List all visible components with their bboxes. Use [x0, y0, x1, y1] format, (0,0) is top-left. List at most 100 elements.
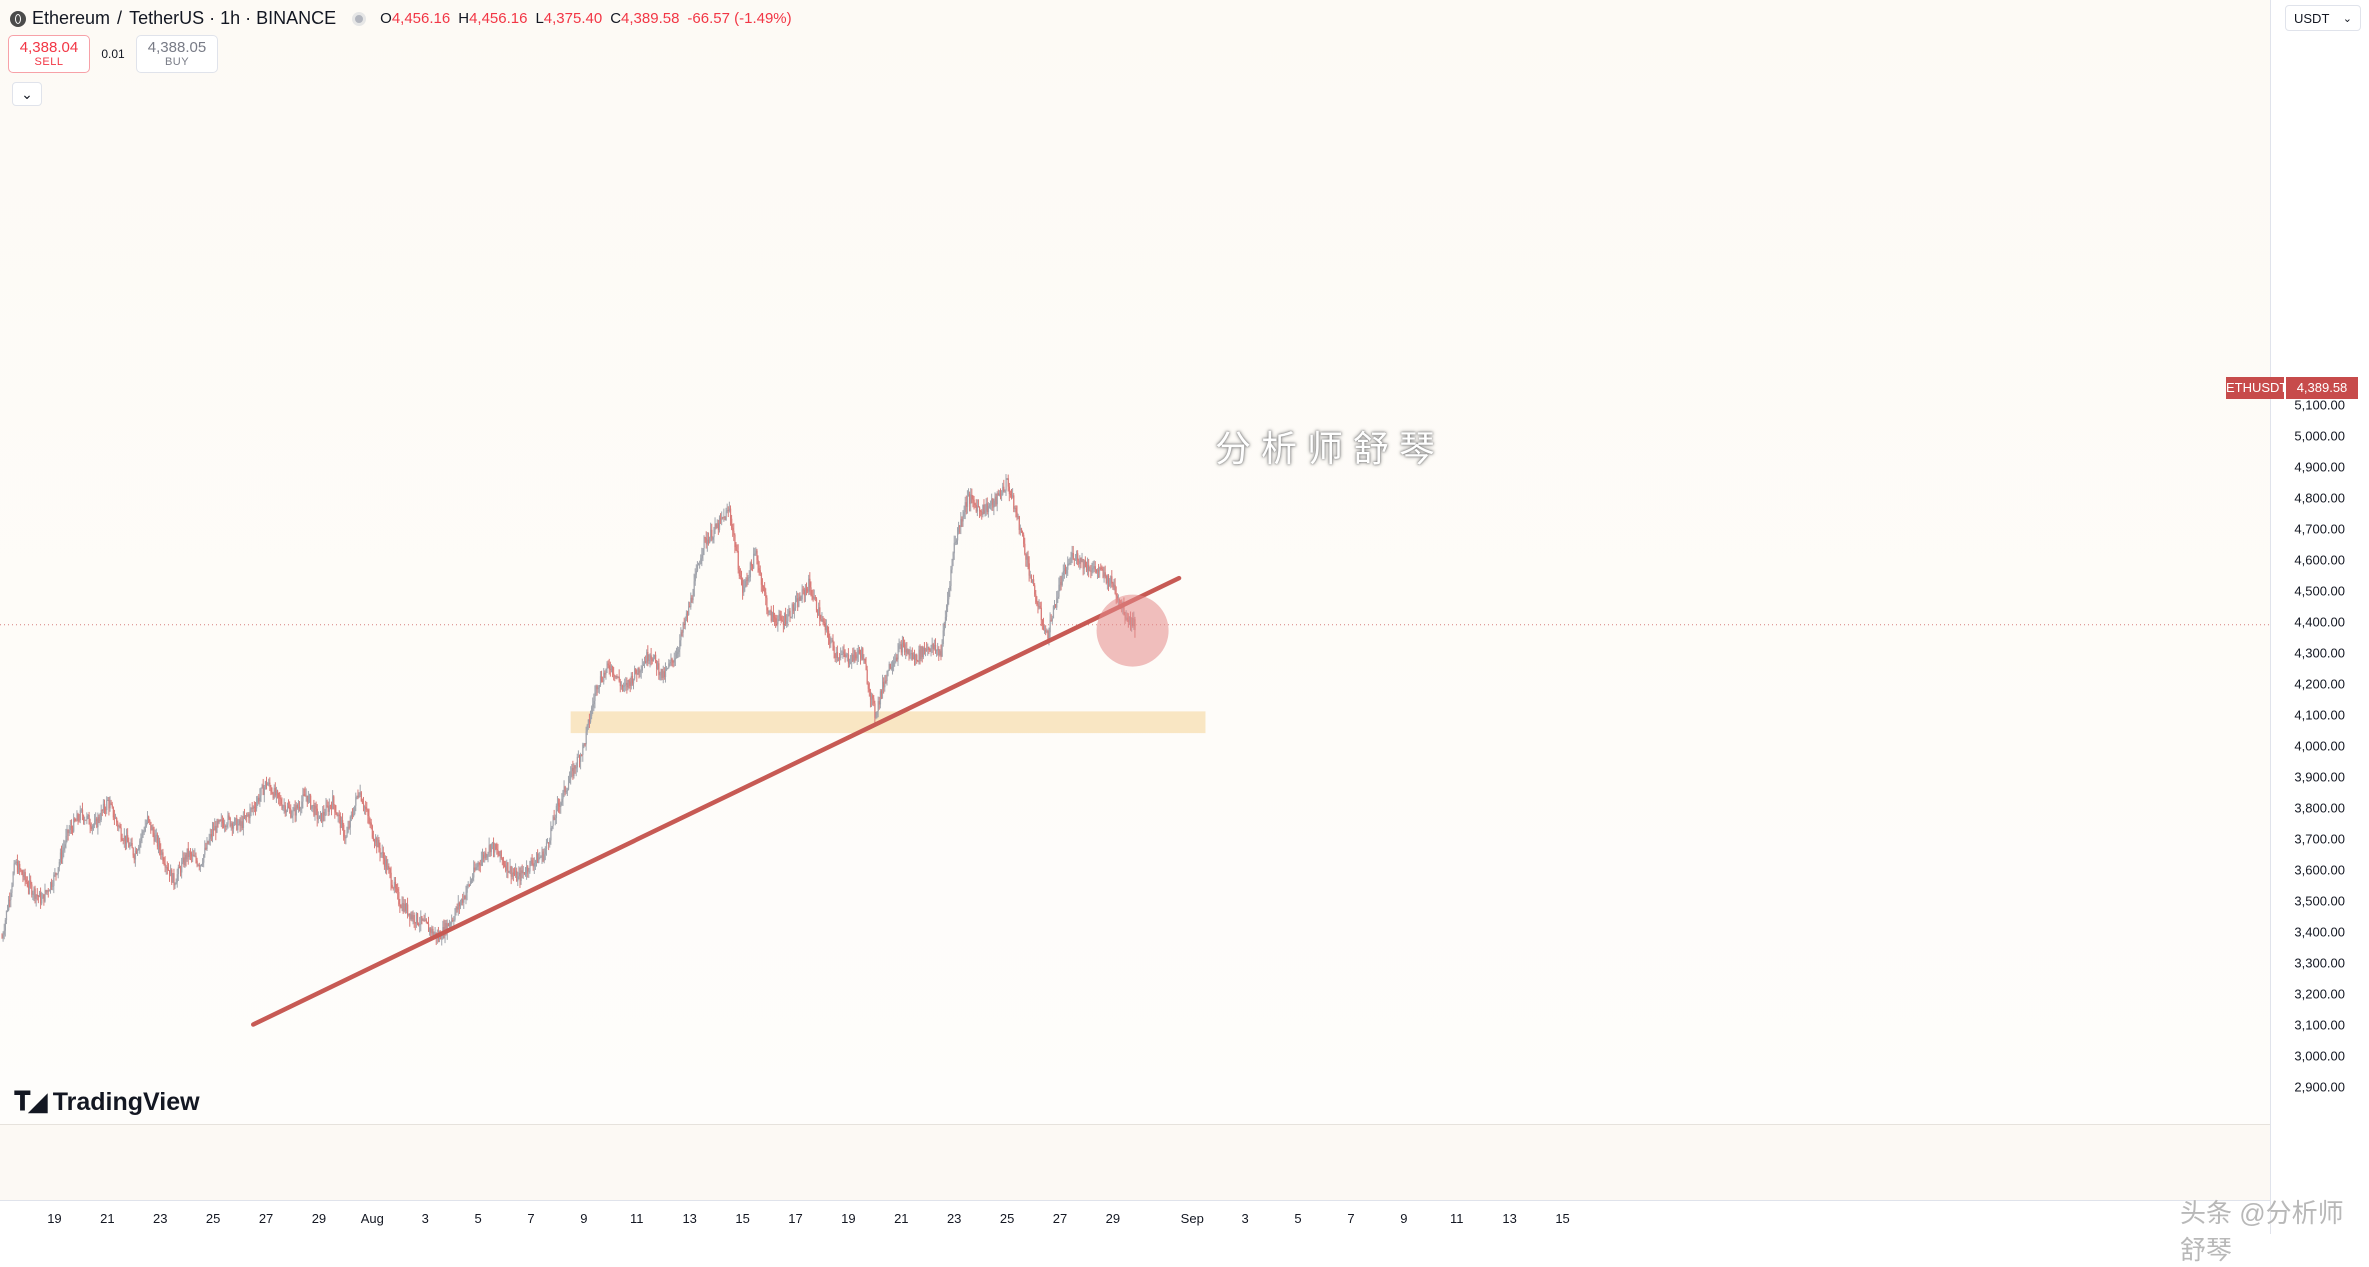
candle-body	[141, 831, 143, 838]
candle-body	[638, 667, 640, 673]
candle-body	[1069, 562, 1071, 564]
candle-body	[653, 654, 656, 658]
x-tick-label: Aug	[361, 1211, 384, 1226]
candle-body	[788, 610, 790, 615]
candle-body	[127, 835, 129, 843]
candle-body	[70, 826, 73, 829]
candle-body	[472, 877, 474, 881]
tradingview-logo-icon: 𝐓◢	[14, 1086, 48, 1116]
candle-body	[404, 903, 407, 912]
sell-button[interactable]: 4,388.04 SELL	[8, 35, 90, 73]
candle-body	[115, 817, 117, 819]
candle-body	[742, 580, 744, 593]
candle-body	[110, 803, 112, 805]
candle-body	[789, 610, 791, 618]
candle-body	[113, 817, 116, 819]
candle-body	[772, 612, 775, 618]
exchange-label[interactable]: BINANCE	[256, 8, 337, 28]
collapse-legend-button[interactable]: ⌄	[12, 82, 42, 106]
candle-body	[380, 853, 382, 855]
candle-body	[745, 580, 747, 581]
candle-body	[854, 650, 856, 656]
candle-body	[598, 685, 601, 688]
price-chart[interactable]: 2,900.00 3,000.00 3,100.00 3,200.00 3,300.00…	[0, 0, 2369, 1234]
candle-body	[145, 822, 148, 827]
candle-body	[610, 666, 613, 670]
candle-body	[247, 814, 249, 816]
candle-body	[1007, 478, 1009, 487]
candle-body	[81, 809, 84, 816]
candle-body	[945, 606, 948, 617]
candle-body	[10, 892, 12, 900]
candle-body	[1058, 584, 1060, 597]
candle-body	[952, 553, 954, 561]
candle-body	[385, 859, 387, 867]
candle-body	[873, 698, 875, 704]
candle-body	[573, 765, 575, 776]
candle-body	[938, 649, 940, 656]
candle-body	[143, 831, 145, 833]
candle-body	[203, 854, 205, 863]
candle-body	[4, 920, 7, 931]
x-tick-label: 25	[1000, 1211, 1014, 1226]
tradingview-branding[interactable]: 𝐓◢ TradingView	[14, 1086, 200, 1118]
y-tick-label: 3,200.00	[2294, 987, 2345, 1002]
candle-body	[192, 854, 194, 857]
candle-body	[401, 903, 403, 908]
candle-body	[206, 841, 208, 850]
candle-body	[511, 872, 513, 877]
buy-button[interactable]: 4,388.05 BUY	[136, 35, 218, 73]
candle-body	[239, 820, 241, 826]
candle-body	[16, 861, 19, 873]
candle-body	[1074, 559, 1077, 561]
candle-body	[895, 657, 897, 662]
candle-body	[526, 866, 528, 874]
candle-body	[723, 516, 725, 518]
candle-body	[1053, 604, 1056, 607]
candle-body	[1093, 566, 1095, 569]
candle-body	[491, 842, 494, 844]
candle-body	[322, 811, 324, 822]
candle-body	[614, 675, 616, 678]
candle-body	[199, 865, 202, 867]
candle-body	[1, 937, 3, 939]
candle-body	[877, 701, 879, 712]
candle-body	[274, 787, 277, 796]
quote-name[interactable]: TetherUS	[129, 8, 205, 28]
candle-body	[369, 821, 371, 823]
candle-body	[519, 872, 521, 881]
candle-body	[733, 530, 735, 535]
candle-body	[1079, 557, 1081, 564]
candle-body	[1041, 620, 1044, 626]
candle-body	[75, 820, 77, 822]
candle-body	[271, 792, 273, 794]
candle-body	[365, 806, 367, 810]
candle-body	[684, 619, 686, 626]
candle-body	[501, 858, 504, 861]
candle-body	[728, 508, 731, 511]
change-value: -66.57 (-1.49%)	[687, 10, 792, 27]
candle-body	[615, 675, 617, 678]
candle-body	[1096, 570, 1099, 573]
market-status-dot[interactable]	[352, 11, 367, 26]
symbol-name[interactable]: Ethereum	[32, 8, 111, 28]
candle-body	[63, 847, 65, 851]
candle-body	[160, 849, 162, 855]
candle-body	[858, 650, 861, 654]
candle-body	[785, 615, 787, 624]
candle-body	[523, 872, 526, 874]
candle-body	[980, 511, 982, 512]
interval-label[interactable]: 1h	[220, 8, 241, 28]
candle-body	[251, 808, 253, 810]
candle-body	[54, 873, 56, 875]
candle-body	[346, 832, 348, 837]
candle-body	[228, 815, 230, 818]
open-value: 4,456.16	[391, 10, 451, 27]
currency-selector[interactable]: USDT ⌄	[2285, 5, 2361, 31]
candle-body	[1099, 567, 1101, 571]
candle-body	[30, 880, 32, 885]
candle-body	[563, 786, 565, 792]
candle-body	[59, 852, 62, 862]
candle-body	[718, 518, 721, 530]
sub-pane	[0, 1125, 2270, 1200]
